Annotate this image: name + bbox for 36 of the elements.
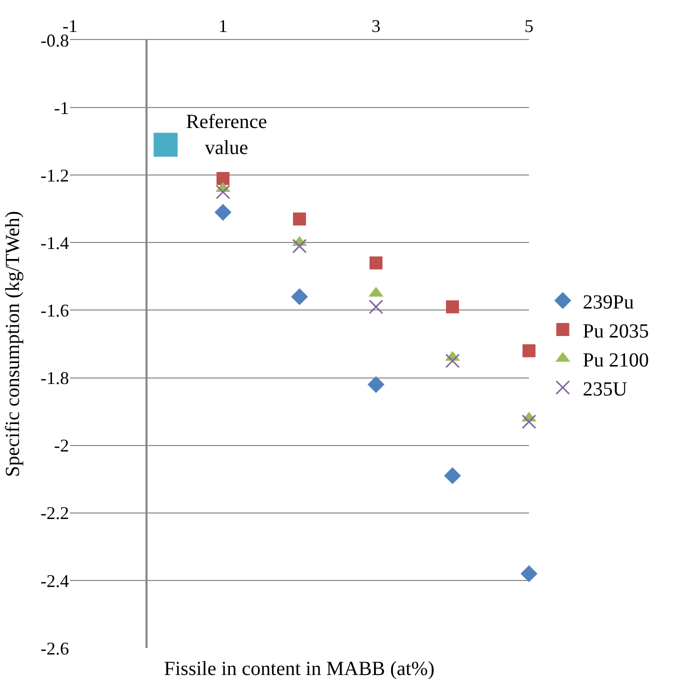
y-tick-label: -1.6 bbox=[40, 300, 69, 321]
y-tick-label: -2.2 bbox=[40, 503, 69, 524]
point bbox=[522, 344, 536, 358]
point bbox=[216, 172, 230, 185]
point bbox=[444, 467, 461, 484]
y-tick-label: -1.2 bbox=[40, 165, 69, 186]
legend-label: 235U bbox=[582, 378, 628, 400]
point bbox=[522, 414, 536, 429]
point bbox=[446, 300, 459, 314]
x-tick-label: 3 bbox=[372, 16, 380, 36]
y-tick-label: -2.4 bbox=[40, 570, 69, 591]
y-tick-label: -2 bbox=[54, 436, 69, 456]
point bbox=[154, 132, 178, 157]
point bbox=[368, 300, 384, 314]
point bbox=[520, 565, 538, 582]
y-tick-label: -2.6 bbox=[40, 638, 69, 658]
y-tick-label: -1 bbox=[54, 98, 69, 118]
point bbox=[214, 204, 232, 221]
legend-label: Pu 2035 bbox=[582, 320, 649, 342]
point bbox=[368, 376, 384, 393]
y-tick-label: -0.8 bbox=[40, 30, 69, 50]
point bbox=[445, 354, 460, 368]
point bbox=[292, 238, 307, 254]
x-tick-label: 5 bbox=[524, 16, 534, 36]
point bbox=[293, 212, 306, 226]
y-tick-label: -1.8 bbox=[40, 368, 69, 388]
y-tick-label: -1.4 bbox=[40, 232, 69, 253]
series-label: Reference value bbox=[186, 111, 268, 159]
legend-label: Pu 2100 bbox=[582, 349, 649, 372]
point bbox=[291, 288, 308, 306]
point bbox=[216, 184, 230, 200]
x-axis-title: Fissile in content in MABB (at%) bbox=[164, 658, 435, 680]
point bbox=[370, 256, 382, 270]
y-axis-title: Specific consumption (kg/TWeh) bbox=[2, 210, 24, 478]
x-tick-label: 1 bbox=[218, 16, 228, 36]
legend-label: 239Pu bbox=[582, 291, 634, 314]
